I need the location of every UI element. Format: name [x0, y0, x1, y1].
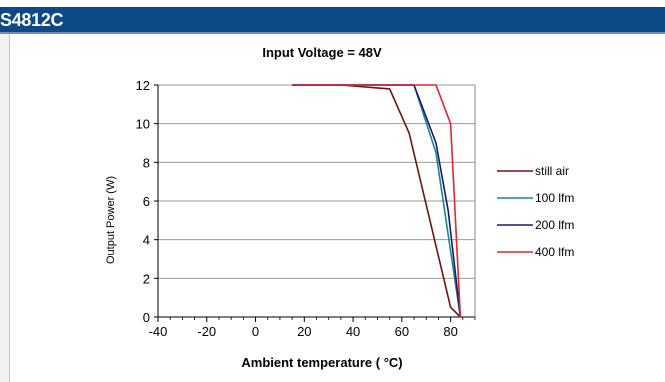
grid-layer [157, 84, 476, 318]
header-bar: S4812C [0, 0, 665, 36]
chart-title: Input Voltage = 48V [262, 45, 382, 60]
y-tick-label: 6 [143, 194, 150, 209]
series-layer [292, 84, 462, 318]
legend-label: 400 lfm [535, 245, 574, 259]
x-tick-label: 0 [252, 324, 259, 339]
y-tick-label: 4 [143, 233, 150, 248]
y-tick-label: 8 [143, 155, 150, 170]
header-strip [0, 7, 665, 34]
x-axis-label: Ambient temperature ( °C) [241, 355, 402, 370]
x-tick-label: 80 [443, 324, 457, 339]
legend-label: 100 lfm [535, 191, 574, 205]
y-tick-label: 10 [136, 117, 150, 132]
x-tick-label: 60 [395, 324, 409, 339]
y-tick-label: 12 [136, 78, 150, 93]
legend: still air 100 lfm 200 lfm 400 lfm [497, 164, 574, 259]
y-tick-label: 0 [143, 310, 150, 325]
y-tick-label: 2 [143, 271, 150, 286]
x-tick-label: -20 [197, 324, 216, 339]
x-tick-label: -40 [149, 324, 168, 339]
legend-label: still air [535, 164, 569, 178]
y-axis-label: Output Power (W) [105, 176, 117, 264]
chart-frame: Input Voltage = 48V Ambient temperature … [10, 34, 665, 382]
left-panel [0, 34, 10, 382]
legend-label: 200 lfm [535, 218, 574, 232]
derating-chart: Input Voltage = 48V Ambient temperature … [105, 45, 574, 370]
page-title: S4812C [0, 10, 64, 30]
axis-layer: 0 2 4 6 8 10 12 -40 -20 0 20 40 60 80 [136, 78, 476, 339]
x-tick-label: 20 [297, 324, 311, 339]
series-400-lfm [292, 84, 462, 318]
x-tick-label: 40 [346, 324, 360, 339]
